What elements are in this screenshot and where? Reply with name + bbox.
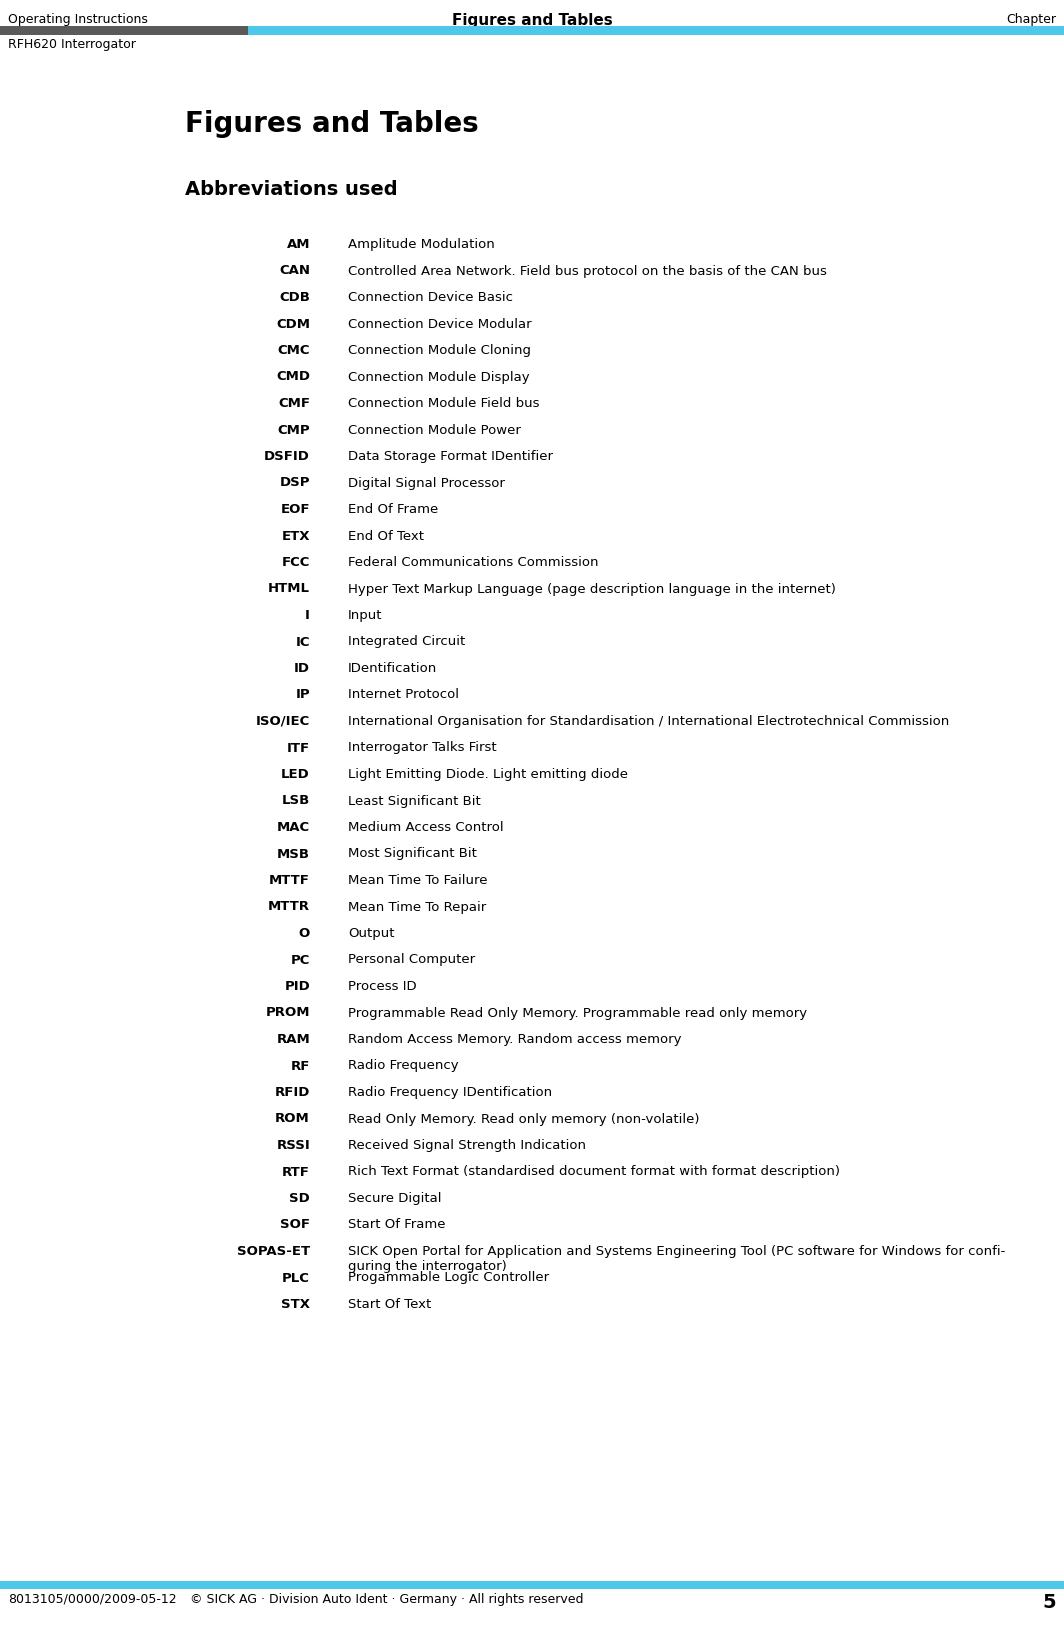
Text: RF: RF — [290, 1060, 310, 1072]
Text: Least Significant Bit: Least Significant Bit — [348, 795, 481, 808]
Text: Medium Access Control: Medium Access Control — [348, 821, 503, 834]
Text: Hyper Text Markup Language (page description language in the internet): Hyper Text Markup Language (page descrip… — [348, 582, 836, 595]
Text: Digital Signal Processor: Digital Signal Processor — [348, 476, 505, 489]
Text: DSFID: DSFID — [264, 450, 310, 463]
Text: Start Of Text: Start Of Text — [348, 1298, 431, 1311]
Text: EOF: EOF — [281, 504, 310, 517]
Text: End Of Text: End Of Text — [348, 530, 423, 543]
Text: Programmable Read Only Memory. Programmable read only memory: Programmable Read Only Memory. Programma… — [348, 1006, 808, 1019]
Text: Light Emitting Diode. Light emitting diode: Light Emitting Diode. Light emitting dio… — [348, 769, 628, 782]
Bar — [248, 26, 430, 36]
Text: Radio Frequency: Radio Frequency — [348, 1060, 459, 1072]
Text: Rich Text Format (standardised document format with format description): Rich Text Format (standardised document … — [348, 1165, 839, 1178]
Text: MTTF: MTTF — [269, 874, 310, 887]
Text: RFH620 Interrogator: RFH620 Interrogator — [9, 37, 136, 50]
Text: Connection Module Field bus: Connection Module Field bus — [348, 396, 539, 410]
Text: Operating Instructions: Operating Instructions — [9, 13, 148, 26]
Text: Connection Module Display: Connection Module Display — [348, 370, 530, 383]
Text: International Organisation for Standardisation / International Electrotechnical : International Organisation for Standardi… — [348, 715, 949, 728]
Text: Secure Digital: Secure Digital — [348, 1193, 442, 1206]
Text: Interrogator Talks First: Interrogator Talks First — [348, 741, 497, 754]
Text: Figures and Tables: Figures and Tables — [451, 13, 613, 28]
Text: PC: PC — [290, 954, 310, 967]
Text: RFID: RFID — [275, 1086, 310, 1098]
Text: FCC: FCC — [282, 556, 310, 569]
Text: ETX: ETX — [282, 530, 310, 543]
Text: Connection Device Modular: Connection Device Modular — [348, 317, 532, 330]
Text: Random Access Memory. Random access memory: Random Access Memory. Random access memo… — [348, 1034, 682, 1046]
Text: AM: AM — [286, 237, 310, 250]
Text: DSP: DSP — [280, 476, 310, 489]
Text: CMF: CMF — [278, 396, 310, 410]
Text: CDM: CDM — [276, 317, 310, 330]
Text: Read Only Memory. Read only memory (non-volatile): Read Only Memory. Read only memory (non-… — [348, 1113, 699, 1126]
Text: MTTR: MTTR — [268, 900, 310, 913]
Text: Federal Communications Commission: Federal Communications Commission — [348, 556, 598, 569]
Text: O: O — [299, 926, 310, 939]
Text: Controlled Area Network. Field bus protocol on the basis of the CAN bus: Controlled Area Network. Field bus proto… — [348, 265, 827, 278]
Text: Start Of Frame: Start Of Frame — [348, 1219, 446, 1232]
Text: Progammable Logic Controller: Progammable Logic Controller — [348, 1271, 549, 1284]
Text: IP: IP — [296, 689, 310, 702]
Text: ISO/IEC: ISO/IEC — [255, 715, 310, 728]
Text: © SICK AG · Division Auto Ident · Germany · All rights reserved: © SICK AG · Division Auto Ident · German… — [190, 1592, 583, 1606]
Text: 5: 5 — [1043, 1592, 1055, 1612]
Text: IC: IC — [296, 635, 310, 648]
Text: SICK Open Portal for Application and Systems Engineering Tool (PC software for W: SICK Open Portal for Application and Sys… — [348, 1245, 1005, 1258]
Text: Chapter: Chapter — [1005, 13, 1055, 26]
Text: Mean Time To Repair: Mean Time To Repair — [348, 900, 486, 913]
Text: CMC: CMC — [278, 344, 310, 358]
Text: End Of Frame: End Of Frame — [348, 504, 438, 517]
Bar — [0, 26, 248, 36]
Text: ID: ID — [294, 661, 310, 674]
Text: Received Signal Strength Indication: Received Signal Strength Indication — [348, 1139, 586, 1152]
Text: LSB: LSB — [282, 795, 310, 808]
Text: SOPAS-ET: SOPAS-ET — [237, 1245, 310, 1258]
Text: Personal Computer: Personal Computer — [348, 954, 476, 967]
Text: CMP: CMP — [278, 424, 310, 437]
Text: Amplitude Modulation: Amplitude Modulation — [348, 237, 495, 250]
Text: MSB: MSB — [277, 848, 310, 861]
Text: STX: STX — [281, 1298, 310, 1311]
Text: HTML: HTML — [268, 582, 310, 595]
Text: PLC: PLC — [282, 1271, 310, 1284]
Text: Internet Protocol: Internet Protocol — [348, 689, 459, 702]
Text: 8013105/0000/2009-05-12: 8013105/0000/2009-05-12 — [9, 1592, 177, 1606]
Text: Radio Frequency IDentification: Radio Frequency IDentification — [348, 1086, 552, 1098]
Text: Most Significant Bit: Most Significant Bit — [348, 848, 477, 861]
Text: RAM: RAM — [277, 1034, 310, 1046]
Text: guring the interrogator): guring the interrogator) — [348, 1259, 506, 1272]
Text: PID: PID — [284, 980, 310, 993]
Text: MAC: MAC — [277, 821, 310, 834]
Text: Abbreviations used: Abbreviations used — [185, 180, 398, 198]
Text: SOF: SOF — [280, 1219, 310, 1232]
Text: IDentification: IDentification — [348, 661, 437, 674]
Bar — [0, 1581, 1064, 1589]
Text: RTF: RTF — [282, 1165, 310, 1178]
Text: CMD: CMD — [276, 370, 310, 383]
Bar — [430, 26, 1064, 36]
Text: ROM: ROM — [276, 1113, 310, 1126]
Text: Input: Input — [348, 609, 382, 622]
Text: Data Storage Format IDentifier: Data Storage Format IDentifier — [348, 450, 553, 463]
Text: I: I — [305, 609, 310, 622]
Text: Connection Device Basic: Connection Device Basic — [348, 291, 513, 304]
Text: SD: SD — [289, 1193, 310, 1206]
Text: LED: LED — [281, 769, 310, 782]
Text: Connection Module Power: Connection Module Power — [348, 424, 521, 437]
Text: PROM: PROM — [266, 1006, 310, 1019]
Text: RSSI: RSSI — [277, 1139, 310, 1152]
Text: Figures and Tables: Figures and Tables — [185, 111, 479, 138]
Text: ITF: ITF — [287, 741, 310, 754]
Text: CDB: CDB — [279, 291, 310, 304]
Text: Connection Module Cloning: Connection Module Cloning — [348, 344, 531, 358]
Text: Mean Time To Failure: Mean Time To Failure — [348, 874, 487, 887]
Text: CAN: CAN — [279, 265, 310, 278]
Text: Integrated Circuit: Integrated Circuit — [348, 635, 465, 648]
Text: Output: Output — [348, 926, 395, 939]
Text: Process ID: Process ID — [348, 980, 417, 993]
